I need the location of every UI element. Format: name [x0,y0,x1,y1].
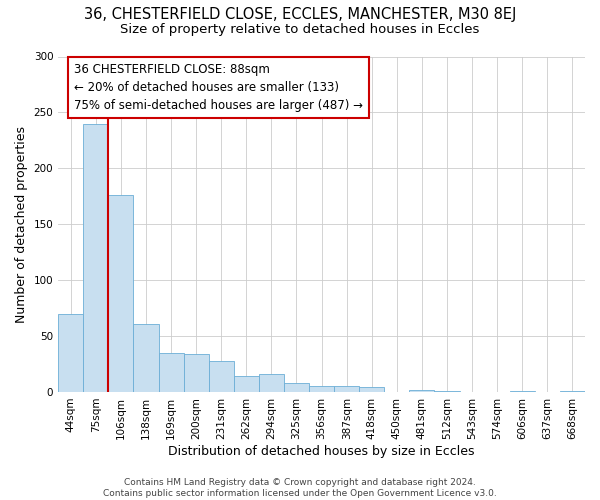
Bar [359,388,385,392]
Bar [158,353,184,392]
Text: Contains HM Land Registry data © Crown copyright and database right 2024.
Contai: Contains HM Land Registry data © Crown c… [103,478,497,498]
Text: 36, CHESTERFIELD CLOSE, ECCLES, MANCHESTER, M30 8EJ: 36, CHESTERFIELD CLOSE, ECCLES, MANCHEST… [84,8,516,22]
Bar [109,195,133,392]
Y-axis label: Number of detached properties: Number of detached properties [15,126,28,322]
Text: 36 CHESTERFIELD CLOSE: 88sqm
← 20% of detached houses are smaller (133)
75% of s: 36 CHESTERFIELD CLOSE: 88sqm ← 20% of de… [74,63,363,112]
Bar [184,354,209,392]
Bar [58,314,83,392]
Bar [234,376,259,392]
Bar [334,386,359,392]
Bar [133,324,158,392]
Bar [209,360,234,392]
Text: Size of property relative to detached houses in Eccles: Size of property relative to detached ho… [121,22,479,36]
Bar [309,386,334,392]
Bar [409,390,434,392]
Bar [510,391,535,392]
Bar [259,374,284,392]
Bar [83,124,109,392]
Bar [284,383,309,392]
X-axis label: Distribution of detached houses by size in Eccles: Distribution of detached houses by size … [169,444,475,458]
Bar [434,391,460,392]
Bar [560,391,585,392]
